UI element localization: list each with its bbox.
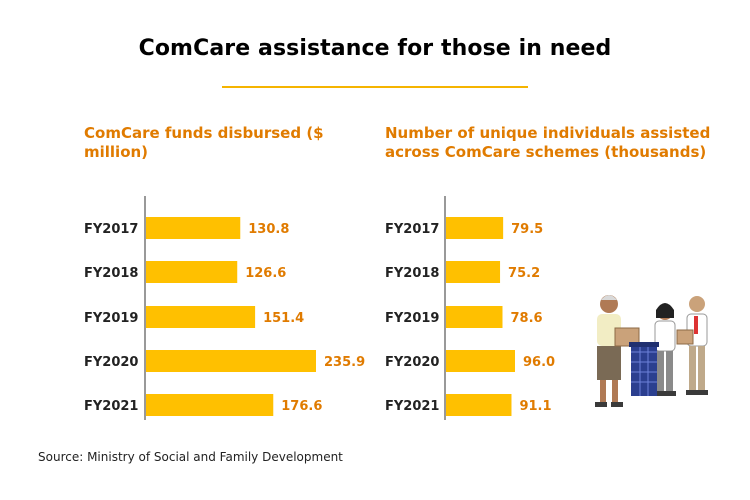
woman-figure: [654, 303, 676, 396]
value-label: 78.6: [510, 311, 542, 326]
category-label: FY2019: [84, 311, 138, 326]
value-label: 176.6: [281, 399, 322, 414]
category-label: FY2017: [84, 222, 138, 237]
page-title: ComCare assistance for those in need: [138, 36, 612, 61]
value-label: 130.8: [248, 222, 289, 237]
category-label: FY2018: [385, 266, 439, 281]
value-label: 75.2: [508, 266, 540, 281]
bar: [446, 261, 501, 283]
value-label: 151.4: [263, 311, 304, 326]
category-label: FY2020: [385, 355, 439, 370]
value-label: 96.0: [523, 355, 555, 370]
category-label: FY2021: [385, 399, 439, 414]
bar: [146, 261, 238, 283]
category-label: FY2021: [84, 399, 138, 414]
bar: [446, 217, 504, 239]
bar: [446, 306, 503, 328]
bar: [146, 394, 274, 416]
bar: [146, 217, 241, 239]
elderly-man-figure: [595, 295, 623, 407]
donation-bin: [629, 342, 659, 396]
value-label: 126.6: [245, 266, 286, 281]
category-label: FY2019: [385, 311, 439, 326]
value-label: 91.1: [519, 399, 551, 414]
category-label: FY2020: [84, 355, 138, 370]
man-figure-right: [686, 296, 708, 395]
bar: [446, 394, 512, 416]
title-underline: [222, 86, 528, 88]
category-label: FY2017: [385, 222, 439, 237]
value-label: 235.9: [324, 355, 365, 370]
bar: [146, 306, 256, 328]
bar: [146, 350, 316, 372]
chart-title-individuals: Number of unique individuals assisted ac…: [385, 124, 711, 161]
people-with-donation-boxes-illustration: [595, 295, 708, 407]
chart-title-funds: ComCare funds disbursed ($ million): [84, 124, 324, 161]
source-note: Source: Ministry of Social and Family De…: [38, 450, 343, 464]
category-label: FY2018: [84, 266, 138, 281]
value-label: 79.5: [511, 222, 543, 237]
bar: [446, 350, 515, 372]
